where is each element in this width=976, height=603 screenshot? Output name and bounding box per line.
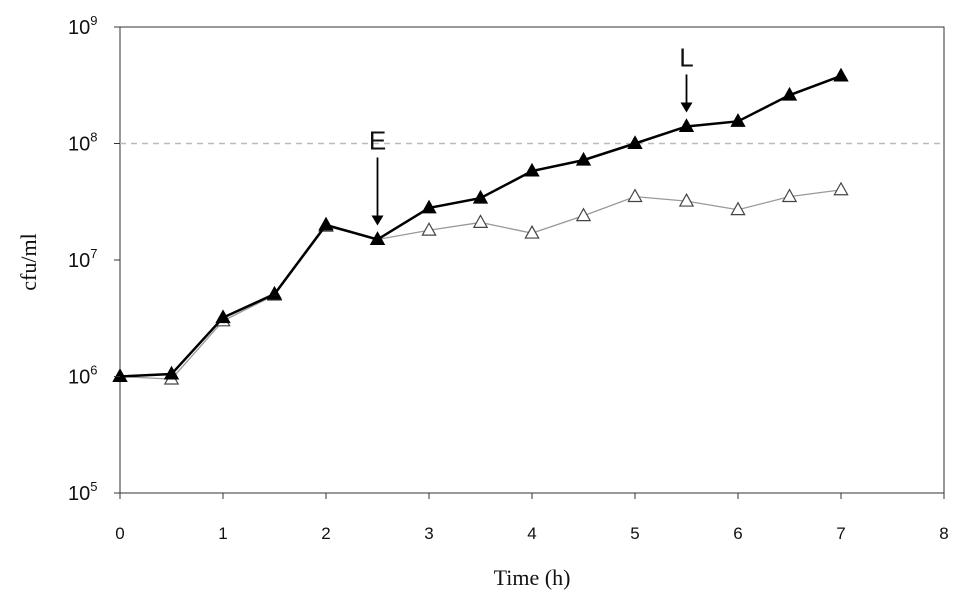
annotation-label: L: [679, 42, 693, 72]
series-open-marker: [421, 222, 437, 236]
series-open-marker: [472, 214, 489, 228]
y-tick-label: 107: [68, 246, 97, 272]
annotation-arrow-head: [371, 215, 384, 226]
y-tick-label: 105: [68, 479, 97, 505]
series-filled-marker: [730, 113, 746, 127]
x-tick-label: 1: [218, 524, 227, 543]
y-tick-label: 108: [68, 130, 97, 156]
y-tick-label: 106: [68, 363, 97, 389]
x-tick-label: 7: [836, 524, 845, 543]
series-filled-marker: [163, 365, 180, 380]
y-tick-label: 109: [68, 13, 97, 39]
series-filled-marker: [781, 86, 798, 101]
series-filled-marker: [524, 162, 540, 177]
x-tick-label: 6: [733, 524, 742, 543]
series-layer: [112, 67, 849, 385]
series-filled-marker: [318, 216, 334, 231]
x-tick-label: 0: [115, 524, 124, 543]
tick-layer: 0 1 2 3 4 5 6 7 8 105 106 107 108 109: [68, 13, 949, 543]
series-filled-marker: [215, 309, 231, 324]
series-filled-marker: [472, 189, 489, 204]
series-filled-marker: [833, 67, 849, 82]
annotation-label: E: [369, 125, 386, 155]
series-filled-marker: [421, 199, 437, 214]
series-open-marker: [524, 224, 540, 239]
y-tick-exponent: 7: [90, 246, 97, 261]
y-axis-title: cfu/ml: [16, 233, 41, 290]
series-open-marker: [575, 207, 592, 222]
y-tick-exponent: 8: [90, 130, 97, 145]
series-filled-marker: [112, 368, 128, 382]
series-filled-marker: [266, 285, 283, 300]
x-tick-label: 2: [321, 524, 330, 543]
annotation-arrow-head: [680, 102, 693, 113]
y-tick-exponent: 6: [90, 363, 97, 378]
plot-border: [119, 26, 945, 494]
x-tick-label: 3: [424, 524, 433, 543]
series-filled-marker: [678, 118, 695, 132]
series-open-marker: [627, 188, 643, 203]
x-tick-label: 4: [527, 524, 536, 543]
x-axis-title: Time (h): [494, 565, 571, 590]
series-open-marker: [730, 201, 746, 216]
y-tick-exponent: 9: [90, 13, 97, 28]
x-tick-label: 5: [630, 524, 639, 543]
plot-frame: [119, 26, 945, 494]
series-filled-marker: [575, 151, 592, 166]
series-open-marker: [678, 192, 695, 207]
x-tick-label: 8: [939, 524, 948, 543]
series-filled-marker: [369, 231, 386, 245]
series-open-marker: [833, 181, 849, 196]
annotation-layer: EL: [369, 42, 694, 226]
series-filled-marker: [627, 135, 643, 149]
series-open-marker: [781, 188, 798, 203]
y-tick-exponent: 5: [90, 479, 97, 494]
